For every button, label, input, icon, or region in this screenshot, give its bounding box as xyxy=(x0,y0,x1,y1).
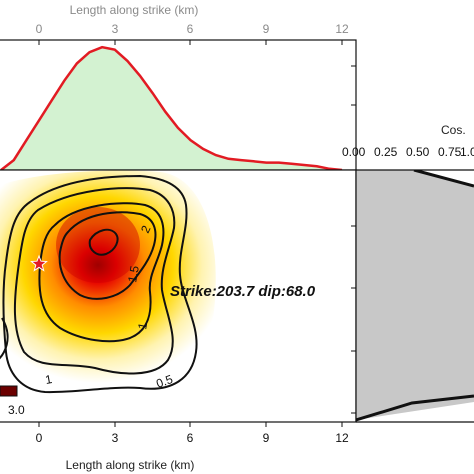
slip-heat-field xyxy=(0,170,216,408)
cos-tick-label: 0.25 xyxy=(374,145,398,159)
contour-1 xyxy=(13,187,176,375)
cos-axis-title: Cos. xyxy=(441,123,466,137)
top-axis-title: Length along strike (km) xyxy=(70,3,199,17)
top-axis-tick-labels: 0 3 6 9 12 xyxy=(36,22,349,36)
cos-tick-label: 0.50 xyxy=(406,145,430,159)
bottom-tick-label: 0 xyxy=(36,431,43,445)
bottom-tick-label: 9 xyxy=(263,431,270,445)
main-axis-ticks xyxy=(38,225,356,427)
slip-map-panel: 2 1.5 1 1 0.5 Strike:203.7 dip:68.0 3.0 xyxy=(0,169,357,472)
cos-axis-tick-labels: 0.00 0.25 0.50 0.75 1.0 xyxy=(342,145,474,159)
top-tick-label: 0 xyxy=(36,22,43,36)
slip-contours xyxy=(0,174,198,394)
cosine-panel: Cos. 0.00 0.25 0.50 0.75 1.0 xyxy=(342,123,474,423)
top-tick-label: 9 xyxy=(263,22,270,36)
contour-0.5-small xyxy=(0,317,9,360)
contour-label: 0.5 xyxy=(154,372,175,391)
top-tick-label: 6 xyxy=(187,22,194,36)
top-tick-label: 12 xyxy=(335,22,349,36)
hypocenter-star-icon xyxy=(30,254,48,272)
bottom-tick-label: 6 xyxy=(187,431,194,445)
bottom-axis-tick-labels: 0 3 6 9 12 xyxy=(36,431,349,445)
contour-label: 1.5 xyxy=(125,264,142,283)
contour-1.5 xyxy=(38,202,165,343)
cos-tick-label: 1.0 xyxy=(460,145,474,159)
contour-label: 1 xyxy=(44,372,53,387)
slip-profile-panel: Length along strike (km) 0 3 6 9 12 xyxy=(0,3,357,172)
slip-heat-core xyxy=(56,207,140,283)
contour-2 xyxy=(58,211,157,300)
slip-profile-marks xyxy=(0,45,343,172)
cosine-curve xyxy=(356,170,474,422)
bottom-axis-title: Length along strike (km) xyxy=(66,458,195,472)
strike-dip-annotation: Strike:203.7 dip:68.0 xyxy=(170,283,316,300)
colorbar-label: 3.0 xyxy=(8,403,25,417)
top-tick-label: 3 xyxy=(112,22,119,36)
hypocenter-layer xyxy=(30,254,48,272)
colorbar-swatch xyxy=(0,385,18,397)
slip-profile-line xyxy=(0,45,343,172)
slip-profile-area xyxy=(1,47,342,171)
bottom-tick-label: 3 xyxy=(112,431,119,445)
contour-0.5 xyxy=(2,174,198,394)
cos-tick-label: 0.75 xyxy=(438,145,462,159)
contour-3 xyxy=(88,228,119,256)
top-axis-ticks xyxy=(38,40,356,106)
cosine-fill xyxy=(356,170,474,420)
cos-tick-label: 0.00 xyxy=(342,145,366,159)
bottom-tick-label: 12 xyxy=(335,431,349,445)
contour-label: 1 xyxy=(135,321,150,330)
